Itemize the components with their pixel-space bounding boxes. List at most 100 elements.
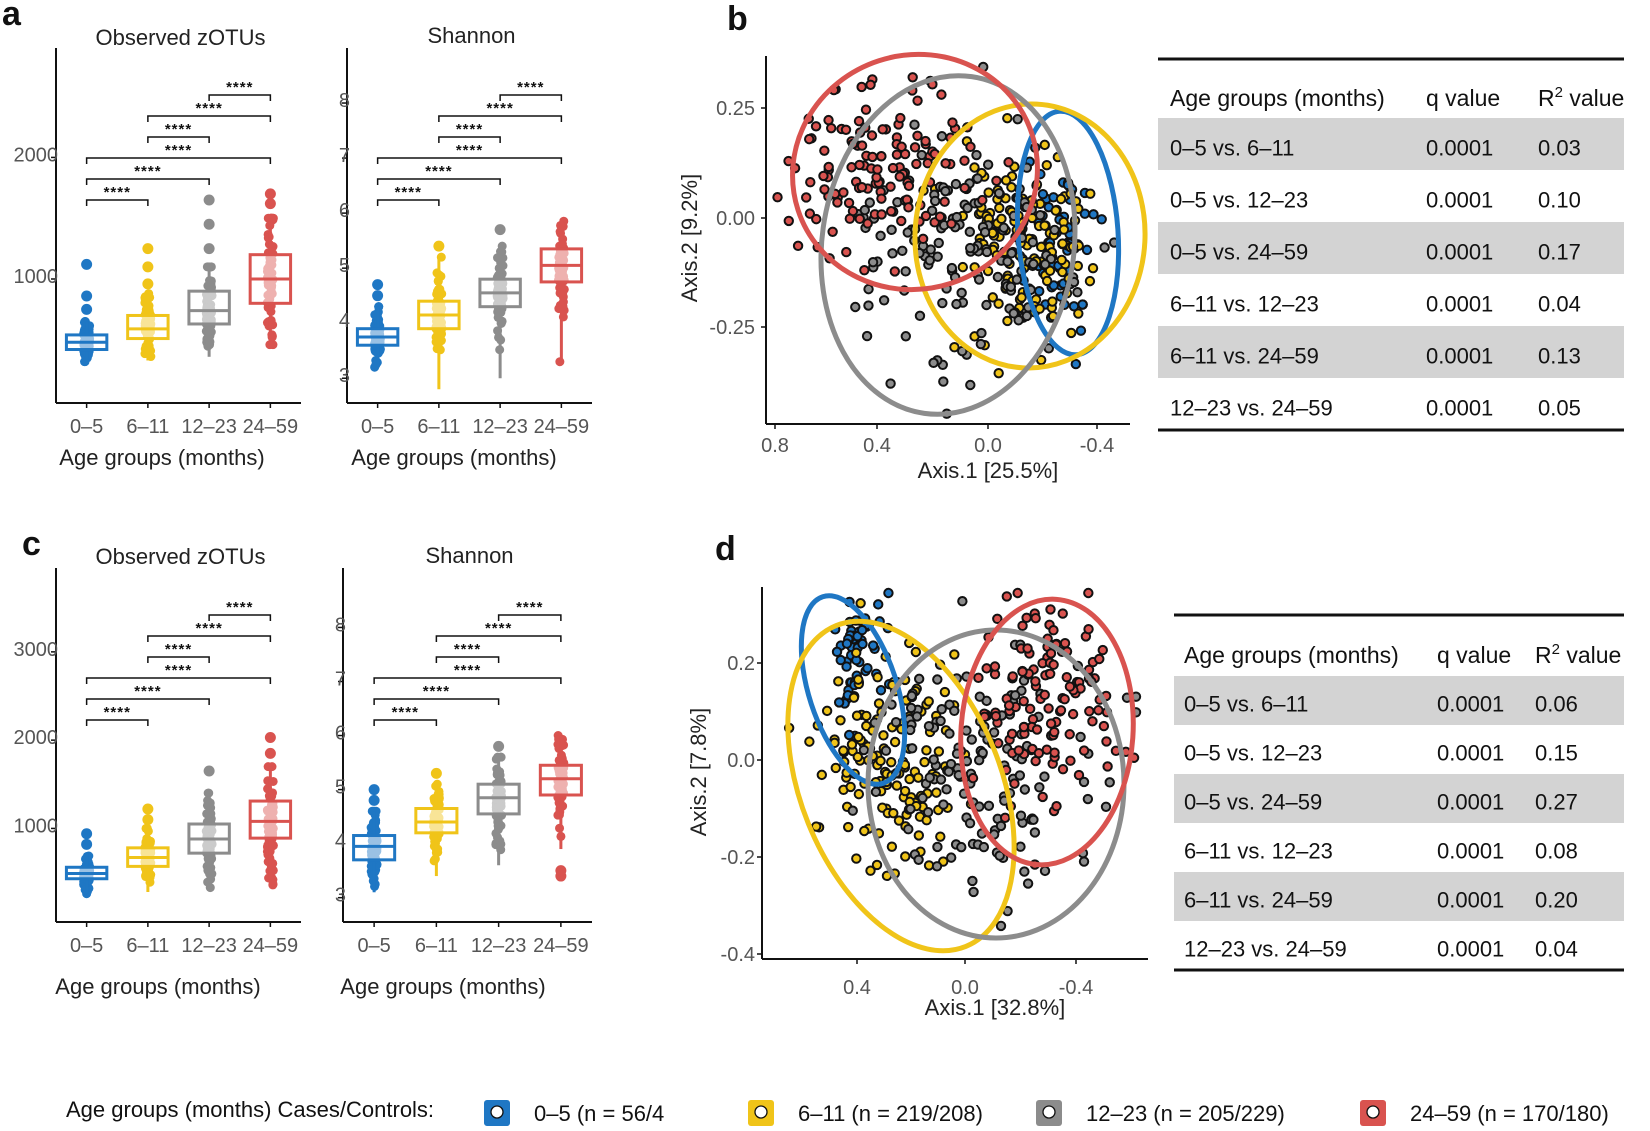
sample-point xyxy=(1006,248,1017,259)
confidence-ellipse-24–59 xyxy=(790,51,1040,293)
significance-bracket: **** xyxy=(499,79,563,101)
sample-point xyxy=(1064,681,1076,692)
outlier-point xyxy=(203,194,215,206)
sample-point xyxy=(801,192,812,203)
sample-point xyxy=(1001,591,1013,602)
sample-point xyxy=(1094,653,1105,665)
x-tick-label: 0–5 xyxy=(70,416,103,438)
sample-point xyxy=(940,185,951,197)
sample-point xyxy=(941,784,952,795)
sample-point xyxy=(846,739,858,750)
sample-point xyxy=(850,647,862,658)
bracket-line xyxy=(85,719,149,726)
column-header: q value xyxy=(1426,85,1500,111)
row-band xyxy=(1158,118,1624,170)
boxplot-panel-2: Shannon 3 4 5 6 7 8 0–5 6–11 12–23 24–59 Age groups… xyxy=(339,23,592,470)
sample-point xyxy=(917,233,929,245)
sample-point xyxy=(1018,721,1030,733)
table-cell: 6–11 vs. 12–23 xyxy=(1184,838,1333,863)
x-tick-label: 0.0 xyxy=(951,977,979,999)
sample-point xyxy=(867,151,878,163)
y-tick-label: 7 xyxy=(339,145,350,167)
box-12–23 xyxy=(187,289,231,326)
panel-title: Shannon xyxy=(427,23,515,48)
sample-point xyxy=(917,792,928,804)
sample-point xyxy=(1003,157,1014,168)
significance-bracket: **** xyxy=(435,641,500,663)
sample-point xyxy=(888,807,899,819)
sample-point xyxy=(1027,236,1038,248)
x-tick-label: -0.4 xyxy=(1059,977,1093,999)
sample-point xyxy=(853,788,865,800)
sample-point xyxy=(920,135,931,147)
sample-point xyxy=(996,213,1007,225)
sample-point xyxy=(936,89,947,100)
row-band xyxy=(1174,676,1624,725)
significance-bracket: **** xyxy=(376,163,501,185)
panel-title: Observed zOTUs xyxy=(96,25,266,50)
significance-label: **** xyxy=(454,641,481,658)
significance-label: **** xyxy=(226,79,253,96)
y-tick-label: 0.25 xyxy=(716,98,755,120)
sample-point xyxy=(1057,266,1068,278)
x-tick-label: 6–11 xyxy=(126,935,169,957)
sample-point xyxy=(988,727,1000,738)
sample-point xyxy=(1039,771,1050,782)
sample-point xyxy=(972,173,983,184)
sample-point xyxy=(1083,587,1094,599)
x-tick-label: 24–59 xyxy=(533,935,589,957)
sample-point xyxy=(1041,159,1052,171)
sample-point xyxy=(835,654,846,666)
sample-point xyxy=(862,662,873,674)
column-header-r2: R2 value xyxy=(1535,641,1621,668)
sample-point xyxy=(877,124,888,135)
significance-bracket: **** xyxy=(147,121,210,143)
sample-point xyxy=(1012,113,1023,125)
sample-point xyxy=(956,841,967,853)
bracket-line xyxy=(435,656,500,663)
sample-point xyxy=(851,710,863,721)
sample-point xyxy=(994,202,1005,214)
table-cell: 0.0001 xyxy=(1437,740,1504,765)
x-axis-title: Age groups (months) xyxy=(340,974,545,999)
sample-point xyxy=(1066,327,1077,339)
sample-point xyxy=(1028,814,1039,825)
outlier-point xyxy=(142,261,154,273)
sample-point xyxy=(856,182,868,193)
bracket-line xyxy=(147,115,272,122)
panel-title: Observed zOTUs xyxy=(96,544,266,569)
y-tick-label: 4 xyxy=(335,831,346,853)
table-cell: 0.0001 xyxy=(1437,691,1504,716)
sample-point xyxy=(1097,644,1108,656)
significance-bracket: **** xyxy=(85,704,149,726)
table-cell: 0–5 vs. 24–59 xyxy=(1184,789,1322,814)
sample-point xyxy=(1057,238,1068,249)
x-tick-label: 6–11 xyxy=(415,935,458,957)
sample-point xyxy=(818,170,829,182)
sample-point xyxy=(1070,358,1082,370)
table-cell: 0.0001 xyxy=(1426,291,1493,316)
sample-point xyxy=(995,820,1007,832)
bracket-line xyxy=(85,677,272,684)
sample-point xyxy=(1016,292,1027,303)
sample-point xyxy=(1067,708,1079,720)
table-cell: 0.05 xyxy=(1538,395,1581,420)
significance-label: **** xyxy=(423,683,450,700)
sample-point xyxy=(1059,637,1071,649)
sample-point xyxy=(875,230,886,242)
sample-point xyxy=(919,756,930,768)
outlier-point xyxy=(81,258,93,270)
x-axis-title: Age groups (months) xyxy=(55,974,260,999)
sample-point xyxy=(1015,841,1026,852)
pcoa-panel-1: 0.8 0.4 0.0 -0.4 0.25 0.00 -0.25 Axis.1 [25.5%]… xyxy=(677,51,1148,483)
sample-point xyxy=(913,772,924,783)
y-tick-label: 5 xyxy=(339,255,350,277)
sample-point xyxy=(906,690,917,702)
sample-point xyxy=(929,195,941,207)
legend-item-0–5: 0–5 (n = 56/4 xyxy=(484,1100,664,1126)
sample-point xyxy=(896,141,907,152)
significance-bracket: **** xyxy=(208,79,272,101)
sample-point xyxy=(983,800,995,811)
sample-point xyxy=(1013,745,1024,756)
sample-point xyxy=(885,181,896,192)
